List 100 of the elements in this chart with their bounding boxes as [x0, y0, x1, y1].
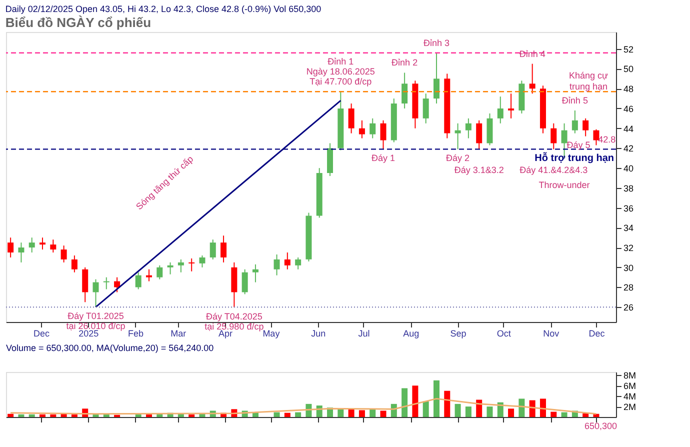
x-tick-label: Jul — [358, 328, 370, 338]
candlestick — [92, 278, 99, 308]
candlestick — [358, 120, 365, 139]
x-tick-label: Apr — [218, 328, 233, 338]
bar — [348, 409, 354, 417]
bar — [434, 380, 440, 417]
bar — [358, 410, 365, 417]
annotation: Đỉnh 3 — [423, 38, 450, 48]
x-tick-label: Dec — [588, 328, 606, 338]
x-tick-label: Feb — [128, 328, 144, 338]
y-tick-label: 38 — [624, 183, 634, 194]
candlestick — [50, 239, 56, 253]
y-tick-label: 26 — [624, 302, 634, 313]
y-tick-label: 40 — [624, 164, 634, 174]
candlestick — [274, 254, 280, 276]
candlestick — [348, 103, 354, 134]
bar — [135, 414, 142, 417]
candlestick — [476, 120, 482, 150]
bar — [486, 406, 493, 417]
candlestick — [593, 128, 600, 146]
annotation: Đáy 41.&4.2&4.3 — [520, 165, 588, 176]
candlestick — [188, 258, 195, 272]
x-tick-label: Dec — [33, 328, 50, 338]
candlestick — [242, 268, 248, 295]
y-tick-label: 28 — [624, 282, 634, 293]
y-tick-label: 48 — [624, 84, 634, 94]
y-tick-label: 44 — [624, 124, 634, 134]
candlestick — [402, 72, 408, 109]
y-tick-label: 52 — [624, 44, 634, 54]
candlestick — [18, 242, 24, 263]
bar — [146, 414, 152, 417]
chart-subtitle: Biểu đồ NGÀY cổ phiếu — [5, 15, 152, 30]
candlestick — [114, 276, 120, 293]
annotation: Đáy T01.2025 tại 26.010 đ/cp — [66, 311, 126, 332]
candlestick — [135, 272, 142, 290]
candlestick — [156, 264, 163, 280]
y-tick-label: 46 — [624, 104, 634, 114]
candlestick — [28, 237, 35, 253]
annotation: Đáy T04.2025 tại 25.980 đ/cp — [204, 311, 264, 332]
candlestick — [146, 268, 152, 282]
ref-line-label: Hỗ trợ trung hạn — [534, 152, 614, 164]
bar — [444, 390, 450, 417]
candlestick — [529, 63, 536, 94]
bar — [582, 413, 589, 417]
y-tick-label: 34 — [624, 223, 634, 234]
annotation: Đỉnh 1 Ngày 18.06.2025 Tại 47.700 đ/cp — [306, 56, 375, 87]
bar — [476, 400, 482, 417]
x-tick-label: Aug — [403, 328, 420, 338]
bar — [422, 401, 429, 417]
bar — [18, 414, 24, 417]
candlestick — [178, 258, 184, 273]
bar — [274, 412, 280, 417]
candlestick — [220, 235, 227, 263]
annotation: Đáy 1 — [372, 153, 396, 164]
bar — [518, 398, 525, 417]
annotation: Đáy 2 — [446, 153, 470, 164]
bar — [529, 400, 536, 417]
candlestick — [582, 118, 589, 137]
candlestick — [434, 52, 440, 104]
candlestick — [40, 237, 46, 250]
annotation: Throw-under — [538, 180, 590, 190]
chart-title: Volume = 650,300.00, MA(Volume,20) = 564,240.00 — [6, 343, 214, 354]
bar — [454, 404, 461, 417]
candlestick — [380, 120, 386, 150]
bar — [40, 414, 46, 417]
candlestick — [60, 245, 67, 263]
bar — [402, 388, 408, 417]
bar — [199, 414, 206, 417]
candlestick — [370, 118, 376, 139]
y-tick-label: 2M — [624, 402, 636, 412]
candlestick — [82, 266, 88, 303]
candlestick — [103, 276, 110, 290]
bar — [561, 412, 568, 417]
candlestick — [295, 256, 302, 270]
bar — [540, 398, 546, 417]
annotation: Đỉnh 2 — [392, 58, 418, 68]
candlestick — [454, 122, 461, 150]
x-tick-label: Mar — [170, 328, 186, 338]
y-tick-label: 30 — [624, 262, 634, 273]
text: 650,300 — [584, 421, 618, 431]
bar — [71, 414, 78, 417]
candlestick — [550, 122, 557, 150]
bar — [550, 412, 557, 417]
annotation: 42.8 — [598, 134, 616, 144]
candlestick — [422, 93, 429, 124]
candlestick — [210, 239, 216, 260]
x-tick-label: Nov — [543, 328, 560, 338]
y-tick-label: 50 — [624, 64, 634, 74]
candlestick — [508, 93, 514, 119]
bar — [188, 414, 195, 417]
annotation: Đỉnh 5 — [562, 95, 588, 106]
x-tick-label: Jun — [311, 328, 326, 338]
bar — [92, 414, 99, 417]
candlestick — [167, 262, 174, 275]
bar — [103, 414, 110, 417]
candlestick — [572, 110, 578, 134]
annotation: Kháng cự trung hạn — [569, 70, 608, 92]
x-tick-label: 2025 — [78, 328, 99, 338]
bar — [8, 414, 14, 417]
candlestick — [8, 237, 14, 258]
